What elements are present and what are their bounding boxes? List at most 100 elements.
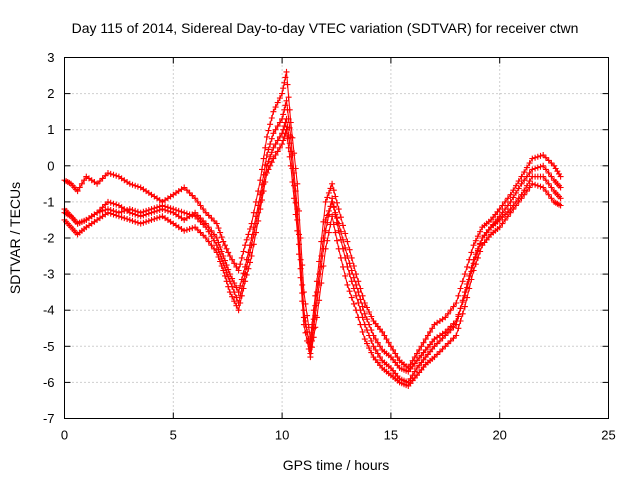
data-point [434,340,441,347]
data-point [353,281,360,288]
data-point [529,166,536,173]
data-point [129,181,136,188]
data-point [348,294,355,301]
data-point [513,189,519,196]
data-point [162,203,169,210]
data-point [222,264,228,271]
data-point [304,328,311,335]
data-point [222,272,228,279]
data-point [274,99,281,106]
data-point [355,300,362,306]
data-point [468,268,475,275]
data-point [332,229,339,236]
data-point [364,340,370,347]
data-point [307,354,314,361]
data-point [502,198,509,205]
data-point [322,245,329,252]
data-point [557,202,564,209]
data-point [457,305,464,312]
data-point [464,263,471,270]
data-point [107,207,114,213]
data-point [542,154,549,161]
y-tick-label: -5 [43,339,55,354]
data-point [113,172,120,179]
data-point [200,221,207,228]
data-point [118,208,125,215]
data-point [330,204,337,211]
data-point [231,289,238,296]
data-point [372,346,379,353]
data-point [178,208,185,215]
data-point [231,260,238,267]
data-point [270,144,277,151]
data-point [307,343,314,350]
data-point [515,195,522,202]
data-point [296,241,302,248]
data-point [350,274,357,281]
data-point [348,278,355,285]
data-point [263,133,270,140]
data-point [470,260,477,267]
data-point [348,267,355,274]
data-point [281,79,288,86]
data-point [496,224,503,231]
data-point [309,329,315,336]
data-point [280,111,287,118]
data-point [202,209,209,216]
data-point [330,221,337,228]
data-point [238,254,245,261]
data-point [250,224,257,231]
data-point [96,208,103,215]
data-point [450,303,457,310]
data-point [262,171,269,178]
data-point [292,199,299,206]
data-point [366,309,373,315]
data-point [350,263,357,269]
data-point [383,336,390,343]
data-point [265,158,272,165]
data-point [507,198,514,205]
data-point [557,195,564,202]
data-point [461,303,468,310]
data-point [334,237,340,244]
data-point [279,130,286,137]
data-point [510,202,517,209]
data-point [262,144,269,151]
data-point [186,211,193,218]
data-point [229,256,236,263]
y-tick-label: -1 [43,194,55,209]
data-point [332,209,339,216]
data-point [276,144,283,151]
data-point [226,253,233,259]
data-point [513,198,519,205]
data-point [368,349,375,356]
data-point [126,180,133,187]
data-point [250,231,257,238]
data-point [385,339,392,346]
data-point [164,204,171,211]
data-point [523,173,530,180]
y-tick-label: -4 [43,303,55,318]
data-point [504,195,511,202]
data-point [545,191,552,198]
data-point [472,237,479,244]
data-point [342,230,349,237]
data-point [229,283,236,290]
data-point [282,102,289,109]
data-point [337,254,344,261]
data-point [302,321,309,328]
data-point [368,337,375,344]
data-point [445,326,451,333]
data-point [461,292,468,299]
data-point [192,195,199,202]
data-point [218,234,225,241]
data-point [414,350,420,357]
data-point [132,207,139,214]
data-point [477,228,484,235]
data-point [472,254,479,260]
data-point [474,233,481,240]
data-point [313,278,320,285]
data-point [78,180,85,187]
data-point [225,249,232,256]
